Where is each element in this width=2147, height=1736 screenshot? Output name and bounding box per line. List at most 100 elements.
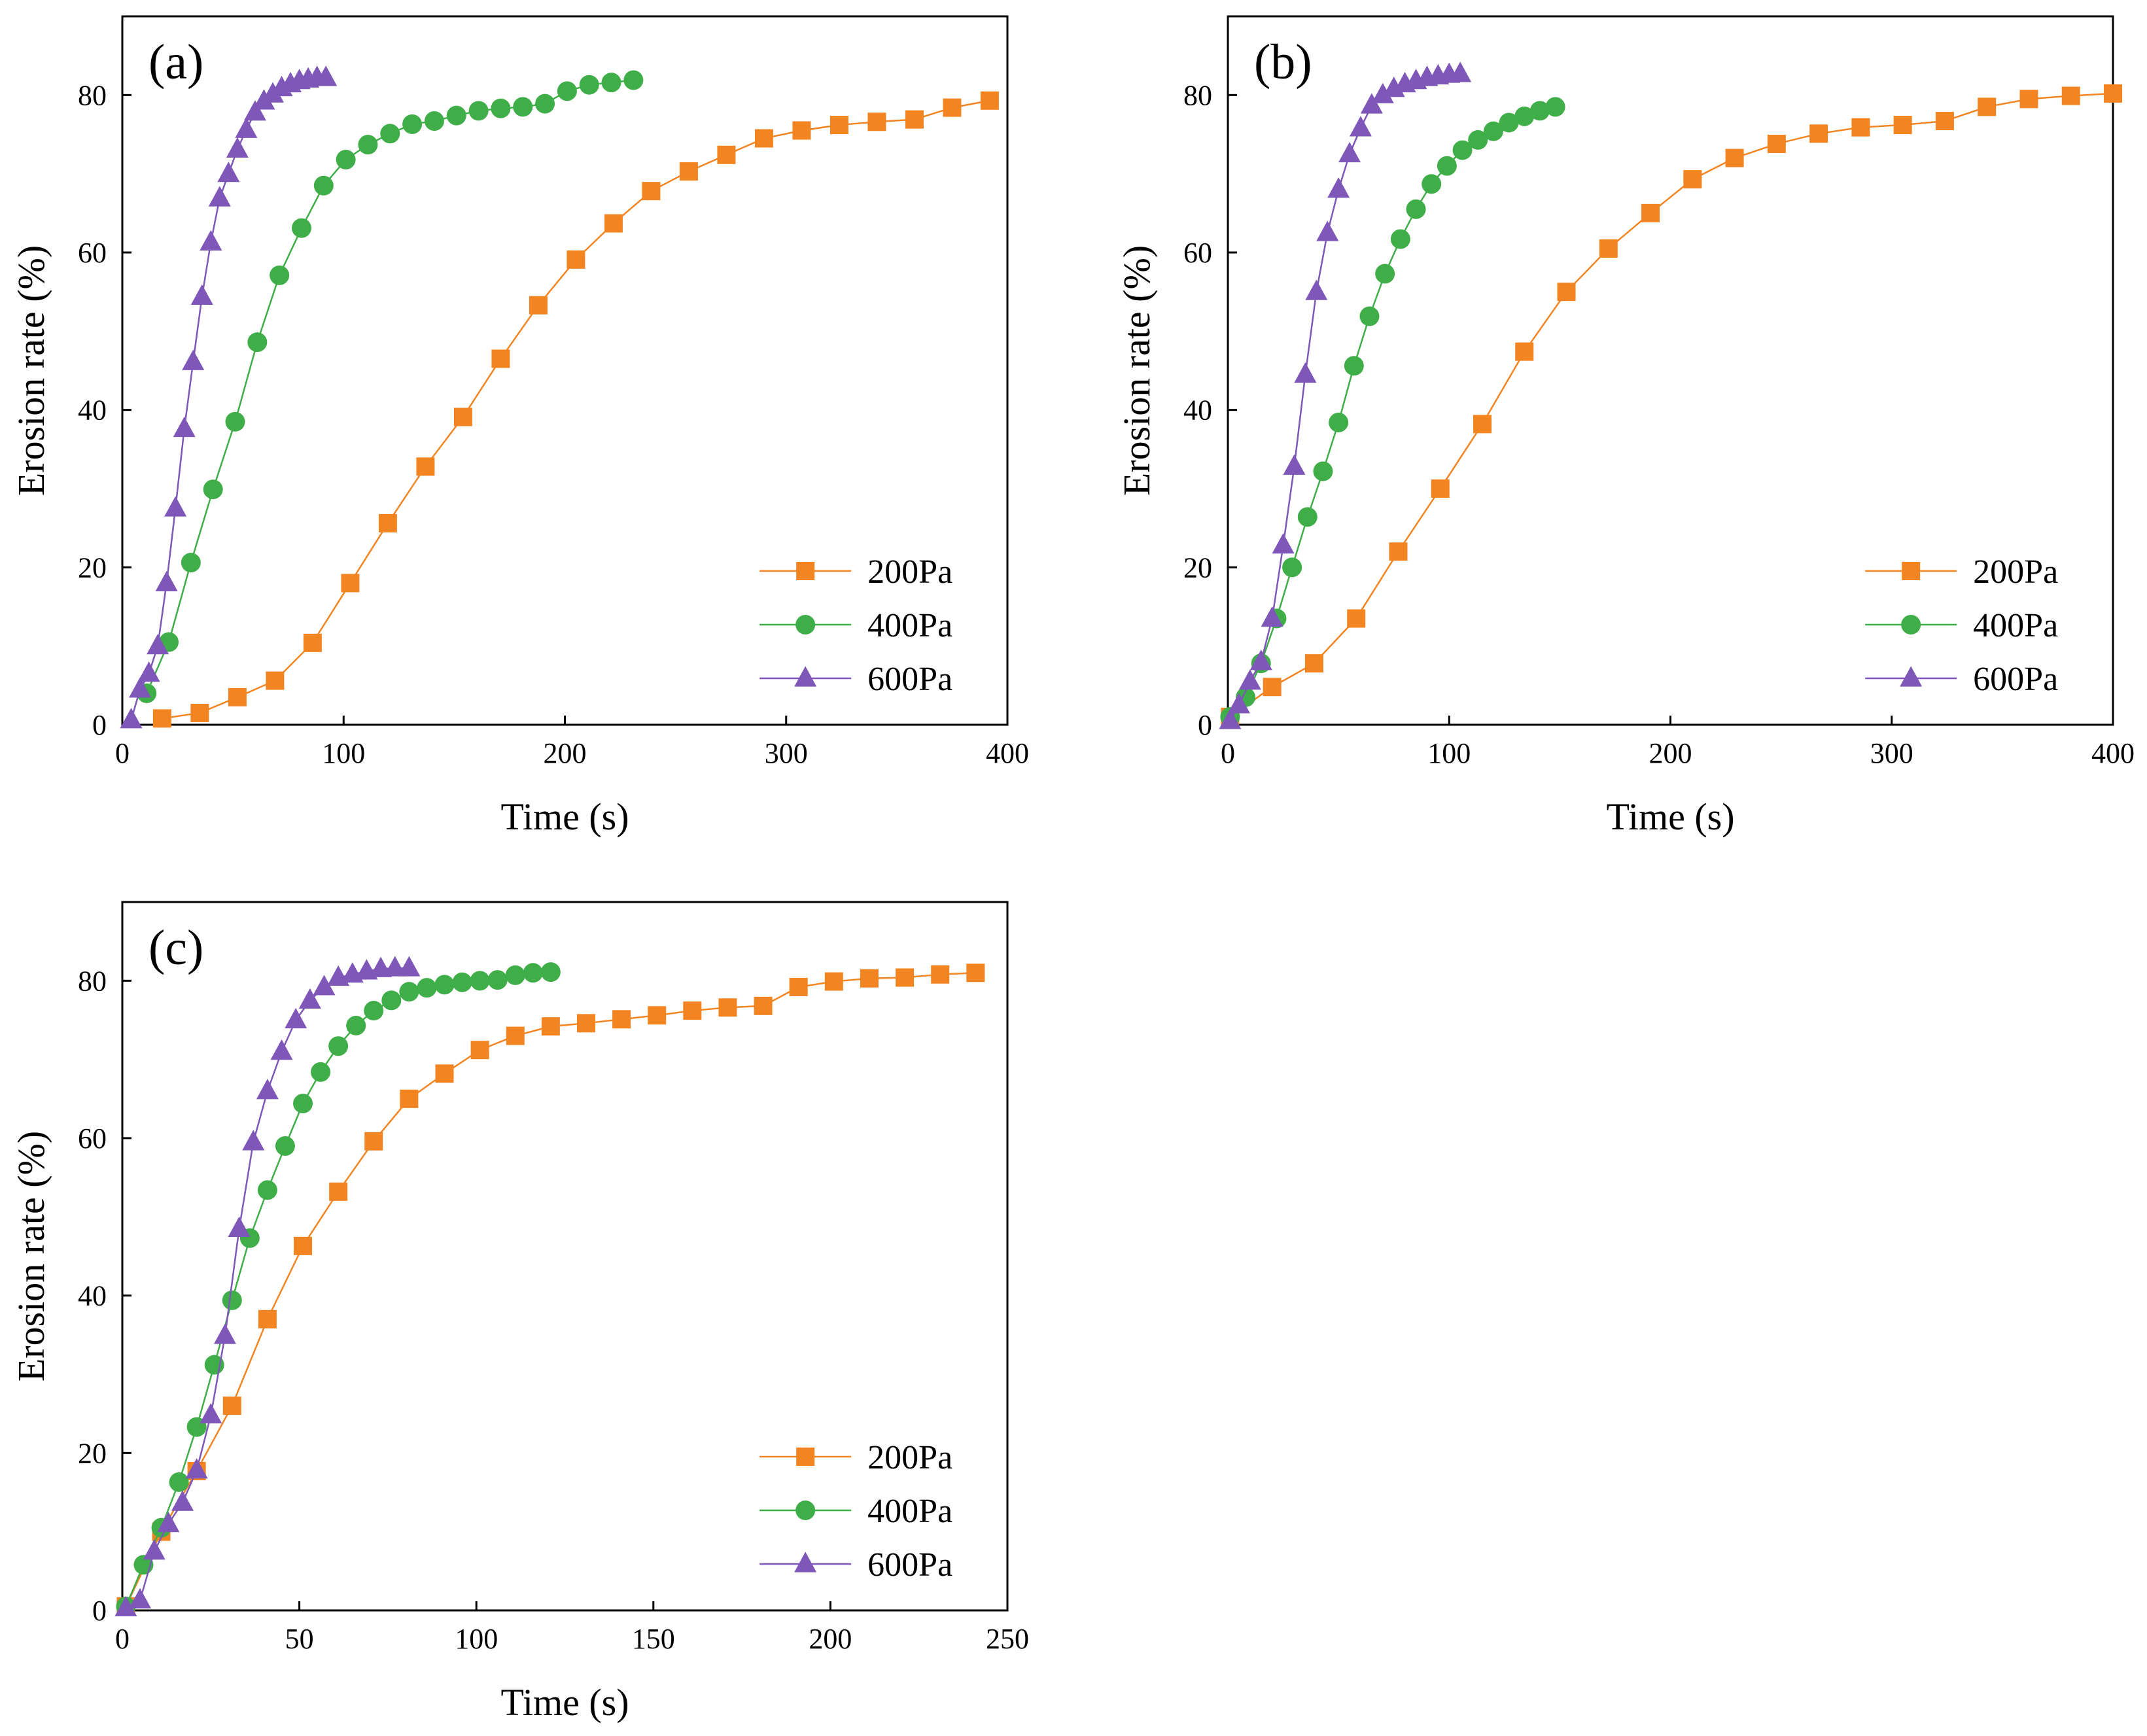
data-point-200Pa xyxy=(905,110,924,129)
y-tick-label: 60 xyxy=(78,1122,107,1154)
chart-panel-2: 0 50 100 150 200 250 0 20 40 60 80 Time (s) Erosion … xyxy=(10,901,1029,1724)
y-tick-label: 20 xyxy=(78,1437,107,1469)
data-point-400Pa xyxy=(557,81,577,101)
x-tick-label: 100 xyxy=(455,1623,498,1655)
data-point-400Pa xyxy=(1359,306,1380,326)
data-point-200Pa xyxy=(1389,542,1408,561)
data-point-400Pa xyxy=(346,1015,366,1035)
legend-label: 200Pa xyxy=(867,1439,952,1476)
y-tick-label: 40 xyxy=(78,394,107,426)
data-point-200Pa xyxy=(567,250,585,269)
data-point-400Pa xyxy=(1499,113,1519,133)
data-point-200Pa xyxy=(718,998,737,1017)
data-point-200Pa xyxy=(896,968,915,987)
data-point-200Pa xyxy=(789,977,808,996)
data-point-600Pa xyxy=(147,634,169,655)
data-point-600Pa xyxy=(1249,650,1272,670)
data-point-400Pa xyxy=(311,1062,331,1082)
data-point-200Pa xyxy=(529,296,548,315)
data-point-400Pa xyxy=(1422,174,1442,194)
data-point-600Pa xyxy=(285,1007,307,1029)
data-point-600Pa xyxy=(228,1216,251,1237)
data-point-200Pa xyxy=(258,1310,277,1328)
data-point-400Pa xyxy=(1545,97,1565,117)
data-point-600Pa xyxy=(200,1402,222,1424)
data-point-600Pa xyxy=(1360,93,1383,114)
data-point-200Pa xyxy=(717,145,736,164)
data-point-400Pa xyxy=(1514,106,1535,126)
x-tick-label: 250 xyxy=(986,1623,1029,1655)
y-tick-label: 80 xyxy=(1183,79,1212,111)
data-point-600Pa xyxy=(1338,141,1361,163)
legend-marker xyxy=(1900,666,1923,687)
data-point-400Pa xyxy=(380,124,400,144)
data-point-200Pa xyxy=(1935,112,1954,131)
data-point-600Pa xyxy=(1219,708,1242,729)
data-point-200Pa xyxy=(228,687,247,706)
data-point-400Pa xyxy=(1390,229,1410,249)
data-point-200Pa xyxy=(400,1089,419,1108)
data-point-600Pa xyxy=(1272,533,1295,554)
data-point-200Pa xyxy=(966,963,985,982)
data-point-200Pa xyxy=(829,116,848,135)
data-point-400Pa xyxy=(291,218,311,238)
data-point-400Pa xyxy=(257,1180,277,1200)
x-tick-label: 400 xyxy=(986,737,1029,769)
data-point-200Pa xyxy=(642,182,661,201)
data-point-200Pa xyxy=(1304,654,1323,673)
y-tick-label: 40 xyxy=(1183,394,1212,426)
data-point-600Pa xyxy=(1305,279,1328,300)
data-point-600Pa xyxy=(217,162,240,182)
data-point-400Pa xyxy=(1529,101,1550,121)
data-point-200Pa xyxy=(612,1010,631,1029)
data-point-200Pa xyxy=(506,1026,525,1045)
data-point-400Pa xyxy=(417,978,437,998)
data-point-200Pa xyxy=(679,162,698,181)
data-point-400Pa xyxy=(1313,461,1333,481)
plot-frame xyxy=(121,901,1009,1612)
data-point-200Pa xyxy=(470,1041,489,1060)
data-point-200Pa xyxy=(341,574,360,593)
data-point-600Pa xyxy=(164,496,187,517)
data-point-200Pa xyxy=(266,671,285,690)
x-tick-label: 200 xyxy=(809,1623,852,1655)
y-axis-title: Erosion rate (%) xyxy=(1115,245,1158,496)
data-point-400Pa xyxy=(1329,412,1349,432)
data-point-200Pa xyxy=(364,1132,383,1151)
data-point-200Pa xyxy=(294,1236,313,1255)
panel-label: (a) xyxy=(148,35,203,90)
data-point-400Pa xyxy=(328,1036,349,1056)
data-point-400Pa xyxy=(1468,130,1488,150)
data-point-200Pa xyxy=(980,91,999,110)
data-point-600Pa xyxy=(137,661,160,682)
data-point-200Pa xyxy=(1263,678,1282,697)
data-point-400Pa xyxy=(1483,121,1503,141)
data-point-600Pa xyxy=(1261,606,1283,627)
data-point-200Pa xyxy=(1557,283,1576,302)
data-point-200Pa xyxy=(1515,342,1534,361)
y-tick-label: 0 xyxy=(1198,709,1212,741)
data-point-600Pa xyxy=(1327,177,1350,198)
data-point-200Pa xyxy=(576,1014,595,1033)
data-point-200Pa xyxy=(943,98,962,117)
series-line-200Pa xyxy=(162,99,990,720)
data-point-600Pa xyxy=(1294,362,1317,383)
y-axis-title: Erosion rate (%) xyxy=(10,245,52,496)
data-point-400Pa xyxy=(225,411,245,432)
data-point-200Pa xyxy=(152,709,171,728)
legend-marker xyxy=(795,1501,816,1520)
data-point-200Pa xyxy=(1683,170,1702,189)
data-point-200Pa xyxy=(683,1001,702,1020)
data-point-200Pa xyxy=(824,972,843,991)
data-point-600Pa xyxy=(129,1588,152,1608)
data-point-400Pa xyxy=(275,1136,295,1156)
y-axis-title: Erosion rate (%) xyxy=(10,1131,52,1381)
data-point-600Pa xyxy=(173,416,196,438)
data-point-600Pa xyxy=(298,988,321,1009)
x-axis-title: Time (s) xyxy=(1606,795,1734,838)
y-tick-label: 40 xyxy=(78,1280,107,1312)
data-point-600Pa xyxy=(200,230,222,251)
legend-marker xyxy=(794,1552,817,1572)
data-point-400Pa xyxy=(1437,156,1457,176)
x-tick-label: 0 xyxy=(115,1623,130,1655)
